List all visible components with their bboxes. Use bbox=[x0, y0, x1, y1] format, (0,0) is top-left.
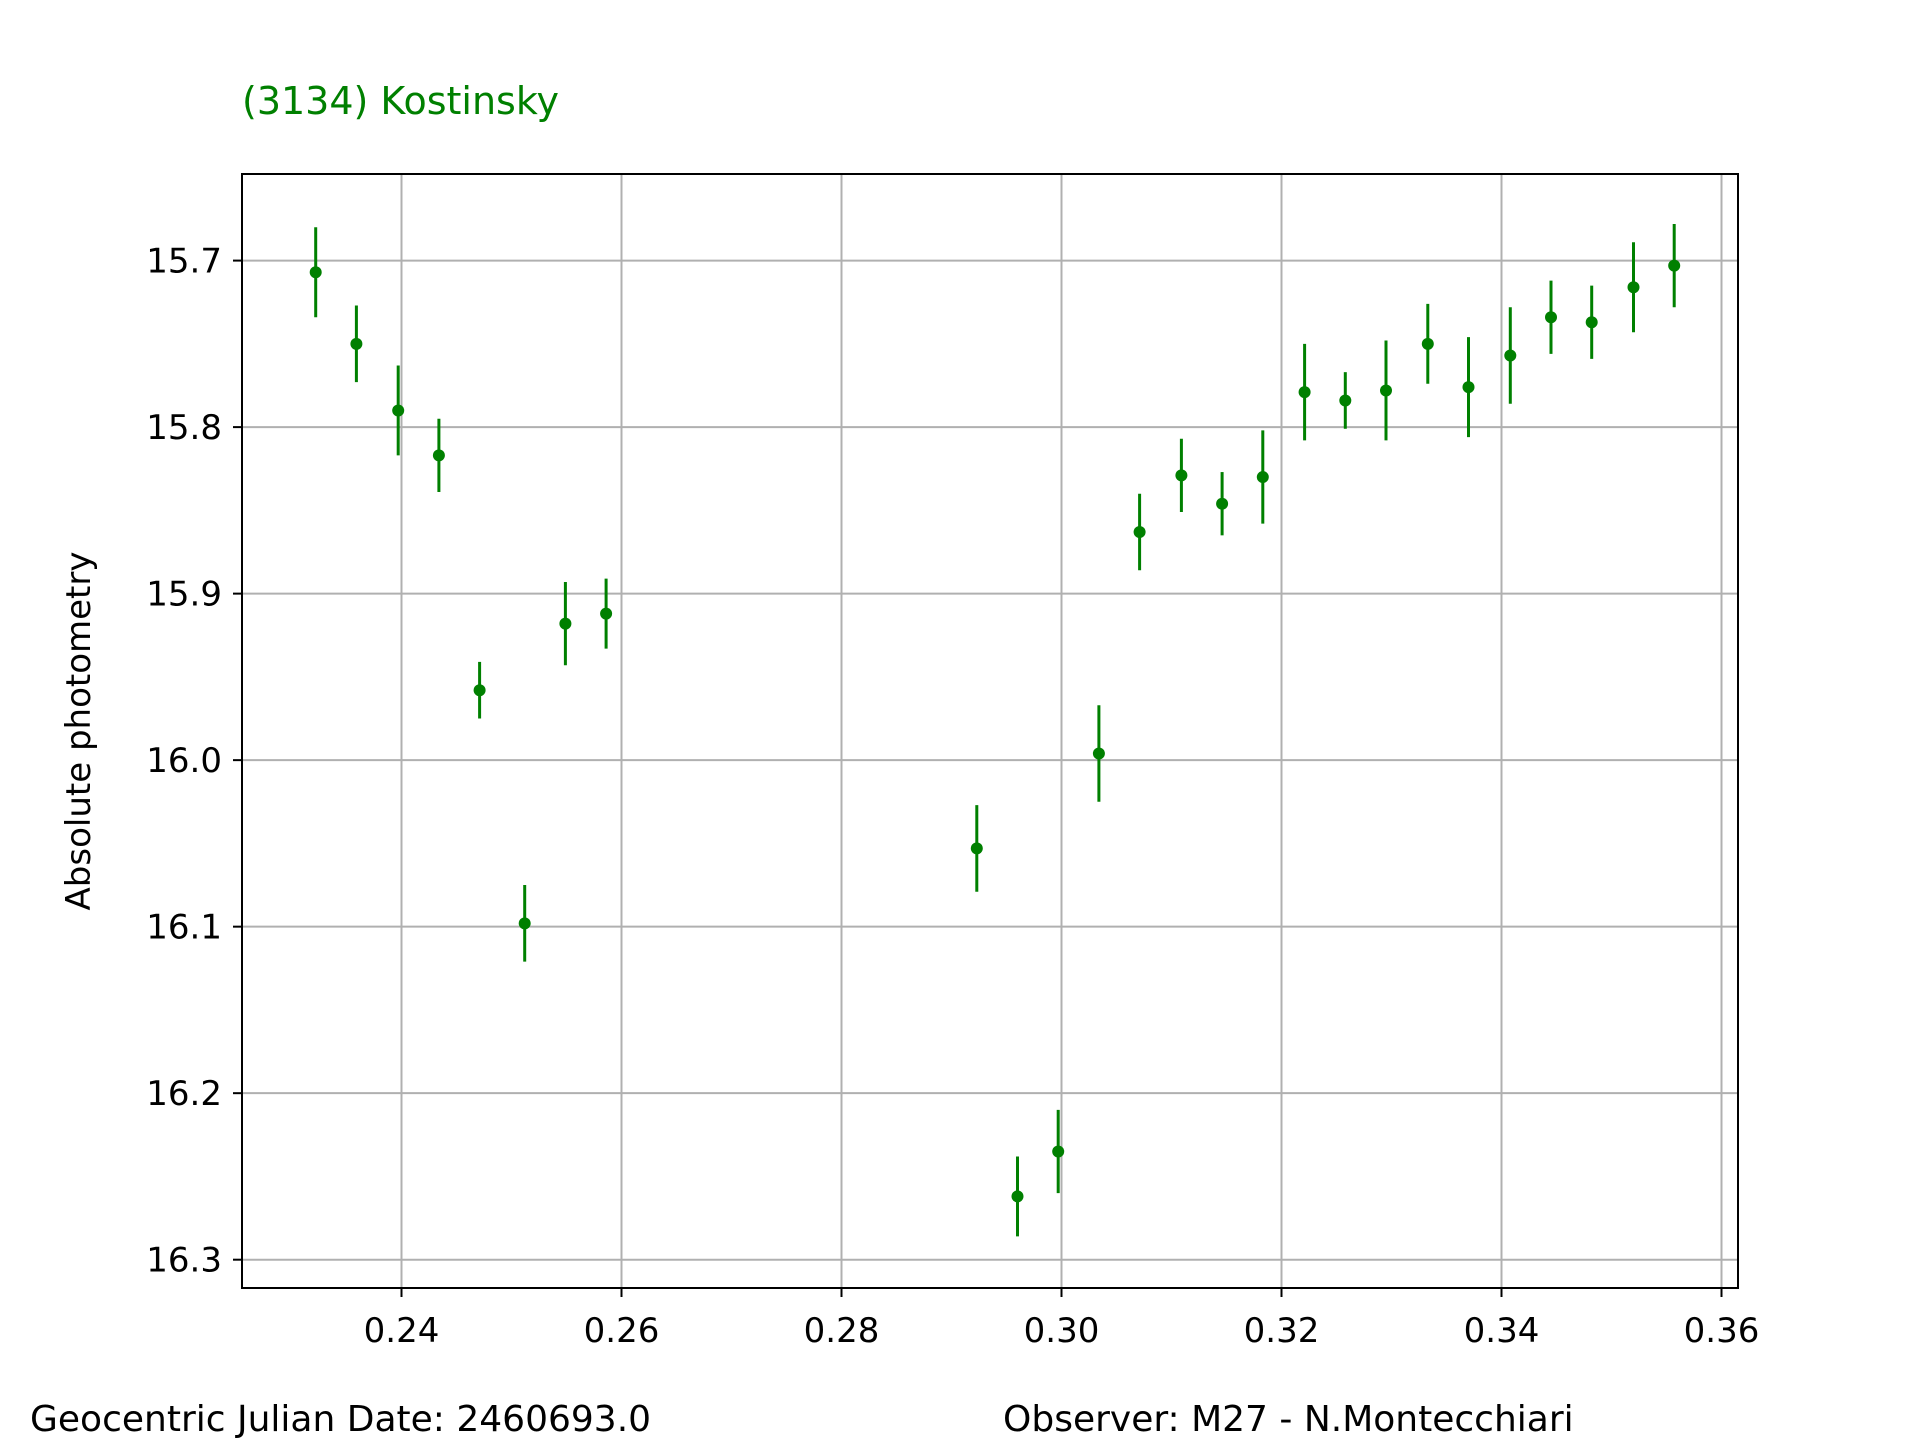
data-points bbox=[309, 223, 1681, 1237]
marker bbox=[1585, 316, 1598, 329]
y-tick-label: 15.9 bbox=[146, 575, 222, 615]
x-tick-label: 0.32 bbox=[1244, 1311, 1320, 1351]
grid bbox=[242, 174, 1738, 1288]
data-point bbox=[1668, 223, 1681, 308]
data-point bbox=[392, 365, 405, 456]
data-point bbox=[1092, 705, 1105, 802]
marker bbox=[1175, 469, 1188, 482]
y-tick-label: 16.2 bbox=[146, 1074, 222, 1114]
data-point bbox=[559, 581, 572, 666]
x-tick-label: 0.28 bbox=[804, 1311, 880, 1351]
marker bbox=[392, 404, 405, 417]
marker bbox=[1627, 281, 1640, 294]
data-point bbox=[1462, 337, 1475, 438]
axis-ticks: 0.24 0.26 0.28 0.30 0.32 0.34 0.36 15.7 15.8 15.9… bbox=[146, 242, 1759, 1351]
y-tick-label: 15.8 bbox=[146, 408, 222, 448]
marker bbox=[1462, 381, 1475, 394]
data-point bbox=[1175, 438, 1188, 513]
y-tick-label: 16.3 bbox=[146, 1241, 222, 1281]
marker bbox=[1380, 384, 1392, 397]
data-point bbox=[473, 661, 486, 719]
marker bbox=[1421, 337, 1434, 350]
chart-title: (3134) Kostinsky bbox=[242, 79, 559, 123]
y-tick-label: 15.7 bbox=[146, 242, 222, 282]
data-point bbox=[1011, 1156, 1024, 1237]
marker bbox=[1339, 394, 1352, 407]
marker bbox=[559, 617, 572, 630]
data-point bbox=[970, 805, 983, 892]
marker bbox=[1011, 1190, 1024, 1203]
marker bbox=[350, 337, 363, 350]
marker bbox=[518, 917, 531, 930]
y-axis-label: Absolute photometry bbox=[59, 552, 99, 911]
data-point bbox=[1380, 340, 1392, 441]
data-point bbox=[1298, 343, 1311, 441]
x-tick-label: 0.24 bbox=[364, 1311, 440, 1351]
data-point bbox=[600, 578, 613, 649]
y-tick-label: 16.0 bbox=[146, 741, 222, 781]
marker bbox=[473, 684, 486, 697]
marker bbox=[1298, 386, 1311, 399]
x-tick-label: 0.36 bbox=[1684, 1311, 1760, 1351]
data-point bbox=[350, 305, 363, 383]
marker bbox=[1092, 747, 1105, 760]
data-point bbox=[1339, 372, 1352, 429]
marker bbox=[309, 266, 322, 279]
marker bbox=[1504, 349, 1517, 362]
julian-date-label: Geocentric Julian Date: 2460693.0 bbox=[30, 1399, 651, 1440]
marker bbox=[970, 842, 983, 855]
data-point bbox=[432, 418, 445, 493]
data-point bbox=[1421, 303, 1434, 384]
marker bbox=[1216, 497, 1229, 510]
marker bbox=[1256, 471, 1269, 484]
data-point bbox=[1216, 472, 1229, 536]
x-tick-label: 0.30 bbox=[1024, 1311, 1100, 1351]
y-tick-label: 16.1 bbox=[146, 908, 222, 948]
plot-area-frame bbox=[241, 173, 1739, 1289]
marker bbox=[1052, 1145, 1065, 1158]
x-tick-label: 0.34 bbox=[1464, 1311, 1540, 1351]
data-point bbox=[1133, 493, 1146, 571]
data-point bbox=[1256, 430, 1269, 524]
x-tick-label: 0.26 bbox=[584, 1311, 660, 1351]
marker bbox=[1133, 526, 1146, 539]
observer-label: Observer: M27 - N.Montecchiari bbox=[1003, 1399, 1574, 1440]
marker bbox=[1545, 311, 1557, 324]
marker bbox=[600, 607, 613, 620]
data-point bbox=[1504, 307, 1517, 404]
data-point bbox=[1545, 280, 1557, 354]
marker bbox=[432, 449, 445, 462]
data-point bbox=[309, 227, 322, 318]
data-point bbox=[1585, 285, 1598, 359]
data-point bbox=[1627, 242, 1640, 333]
data-point bbox=[1052, 1109, 1065, 1194]
marker bbox=[1668, 259, 1681, 272]
data-point bbox=[518, 885, 531, 962]
